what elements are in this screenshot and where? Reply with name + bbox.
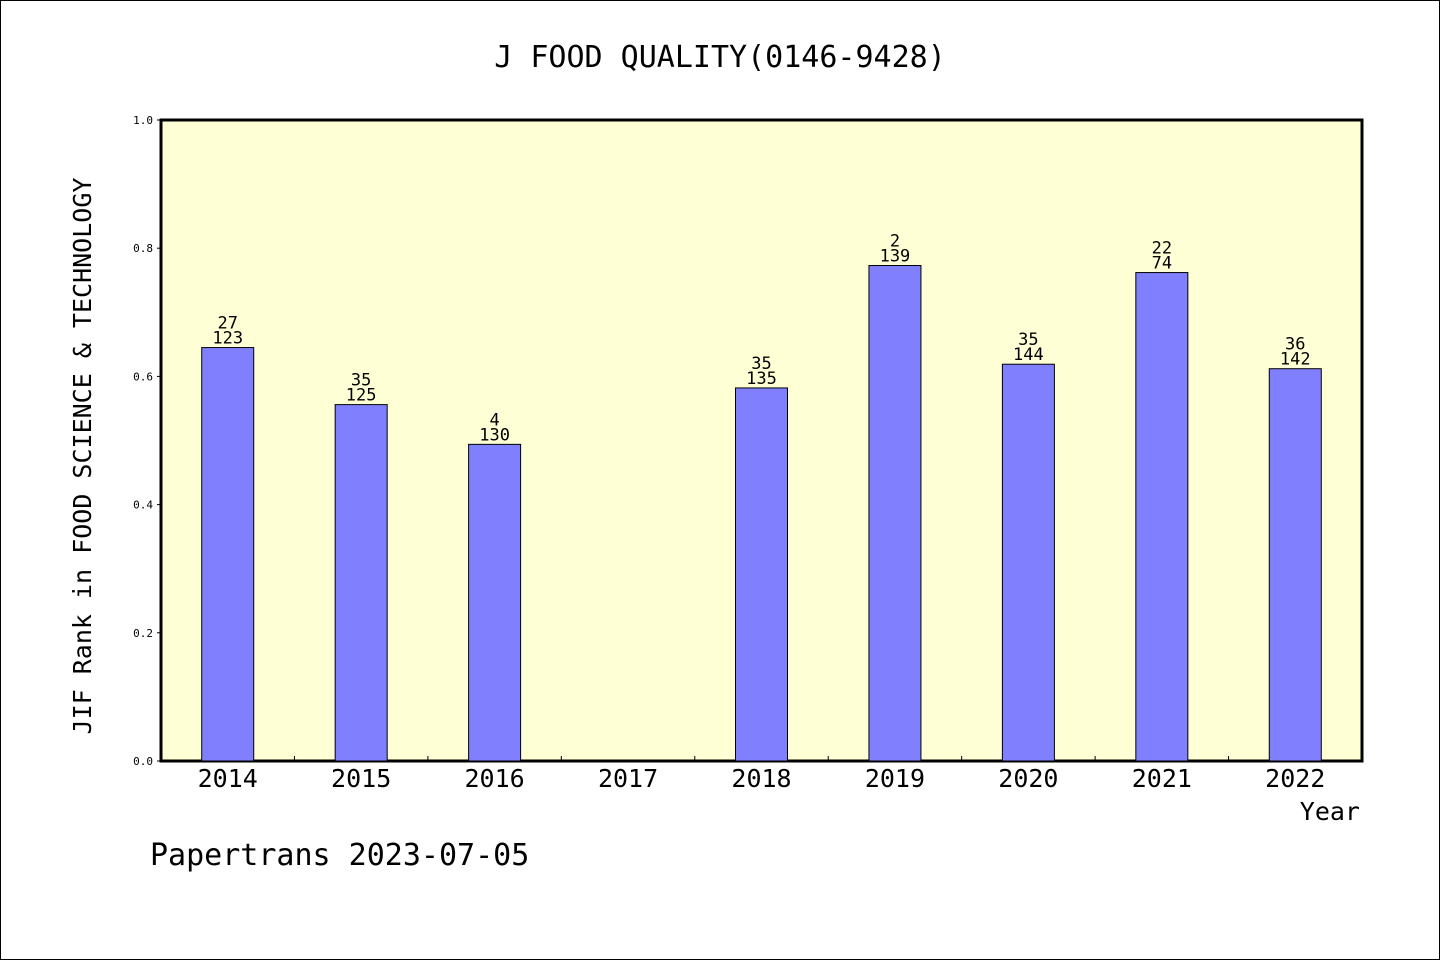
x-tick-label: 2020 [998,764,1058,793]
bar-2021 [1135,272,1189,762]
footer-credit: Papertrans 2023-07-05 [150,838,529,873]
x-tick-label: 2015 [331,764,391,793]
bar-total-label: 139 [880,247,911,267]
bar-2015 [334,404,388,762]
bar-rank-label: 35 [751,354,771,374]
bar-rank-label: 36 [1285,335,1305,355]
x-tick-label: 2019 [865,764,925,793]
bar-rank-label: 22 [1152,239,1172,259]
y-tick-label: 0.0 [133,755,153,768]
x-tick-label: 2017 [598,764,658,793]
bar-rank-label: 4 [489,410,499,430]
bar-total-label: 125 [346,386,377,406]
x-axis-ticks: 2014 2015 2016 2017 2018 2019 2020 2021 2022 [198,756,1325,793]
bars [201,265,1322,762]
chart-title: J FOOD QUALITY(0146-9428) [494,40,946,75]
bar-2019 [868,265,922,762]
y-tick-label: 0.8 [133,242,153,255]
y-tick-label: 0.6 [133,370,153,383]
bar-total-label: 135 [746,369,777,389]
bar-2022 [1268,368,1322,762]
bar-rank-label: 35 [351,371,371,391]
x-tick-label: 2021 [1132,764,1192,793]
x-tick-label: 2016 [465,764,525,793]
x-tick-label: 2022 [1265,764,1325,793]
bar-total-label: 74 [1152,254,1172,274]
y-axis-label: JIF Rank in FOOD SCIENCE & TECHNOLOGY [68,178,97,735]
bar-rank-label: 35 [1018,330,1038,350]
bar-2020 [1001,363,1055,762]
x-axis-label: Year [1300,797,1360,826]
bar-total-label: 142 [1280,350,1311,370]
y-tick-label: 0.4 [133,499,153,512]
bar-total-label: 130 [479,425,510,445]
bar-2018 [735,387,788,762]
bar-total-label: 144 [1013,345,1044,365]
y-tick-label: 0.2 [133,627,153,640]
x-tick-label: 2014 [198,764,258,793]
bar-2014 [201,347,255,762]
bar-2016 [468,443,522,762]
x-tick-label: 2018 [731,764,791,793]
bar-rank-label: 27 [217,314,237,334]
bar-total-label: 123 [212,329,243,349]
y-axis-ticks: 0.0 0.2 0.4 0.6 0.8 1.0 [133,114,161,768]
bar-rank-label: 2 [890,232,900,252]
y-tick-label: 1.0 [133,114,153,127]
